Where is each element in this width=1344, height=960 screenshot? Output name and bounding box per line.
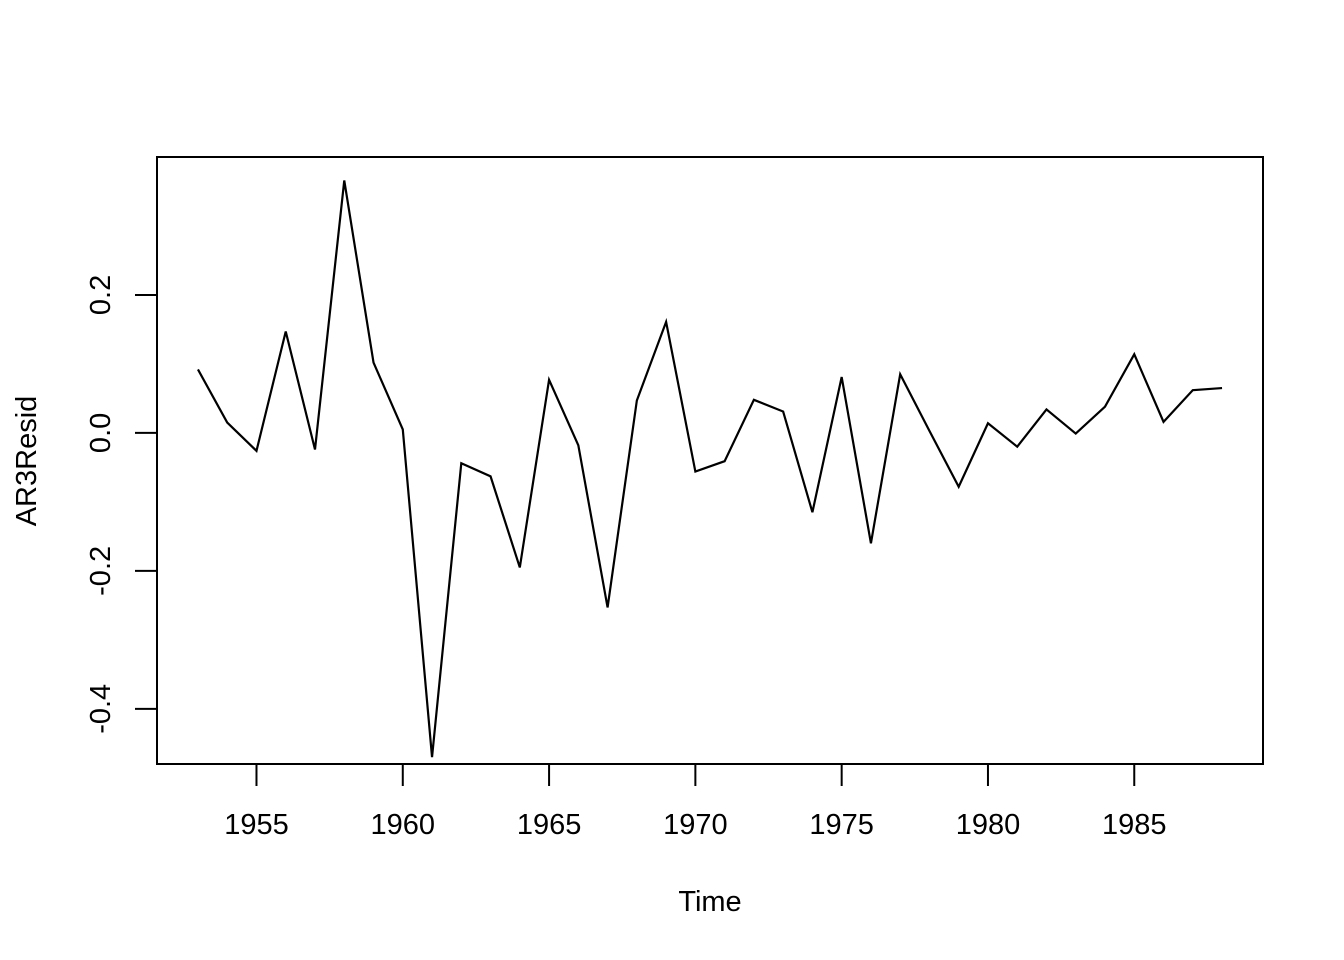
x-tick-label: 1965 — [517, 809, 582, 841]
x-axis: 1955 1960 1965 1970 1975 1980 1985 — [224, 763, 1167, 841]
x-tick-label: 1975 — [809, 809, 874, 841]
x-tick-label: 1985 — [1102, 809, 1167, 841]
y-axis-label: AR3Resid — [11, 396, 43, 527]
series-line-0 — [196, 180, 1223, 758]
x-axis-label: Time — [678, 886, 741, 918]
y-axis: -0.4 -0.2 0.0 0.2 — [85, 275, 158, 734]
x-tick-label: 1980 — [956, 809, 1021, 841]
series-layer — [196, 180, 1223, 758]
x-tick-label: 1955 — [224, 809, 289, 841]
y-tick-label: -0.2 — [85, 546, 117, 596]
plot-frame — [156, 156, 1264, 765]
x-tick-label: 1970 — [663, 809, 728, 841]
x-tick-label: 1960 — [371, 809, 436, 841]
y-tick-label: 0.0 — [85, 413, 117, 453]
y-tick-label: 0.2 — [85, 275, 117, 315]
y-tick-label: -0.4 — [85, 684, 117, 734]
